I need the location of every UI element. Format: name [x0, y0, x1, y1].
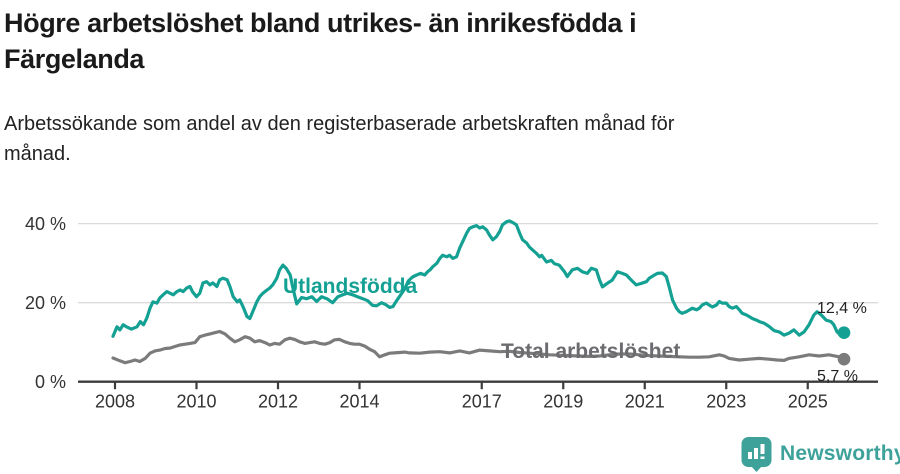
line-chart: 0 % 20 % 40 % 2008 2010 2012 2014 2017 2019 2021 2… — [25, 214, 878, 412]
page-title: Högre arbetslöshet bland utrikes- än inr… — [4, 5, 744, 77]
x-tick-label: 2010 — [176, 392, 216, 412]
x-tick-label: 2017 — [462, 392, 502, 412]
subtitle-line-1: Arbetssökande som andel av den registerb… — [4, 113, 675, 135]
logo-text: Newsworthy — [780, 442, 900, 465]
x-tick-label: 2021 — [625, 392, 665, 412]
series-end-dot — [837, 326, 851, 340]
newsworthy-logo: Newsworthy — [741, 436, 900, 472]
end-value-label-total: 5,7 % — [817, 368, 858, 385]
title-line-1: Högre arbetslöshet bland utrikes- än inr… — [4, 8, 637, 38]
bar-chart-speech-bubble-icon — [741, 437, 772, 472]
title-line-2: Färgelanda — [4, 44, 145, 74]
x-tick-label: 2008 — [95, 392, 135, 412]
end-value-label-utlandsfodda: 12,4 % — [817, 300, 867, 317]
x-tick-label: 2014 — [339, 392, 379, 412]
subtitle-line-2: månad. — [4, 143, 71, 165]
x-tick-label: 2025 — [788, 392, 828, 412]
series-label-total-arbetsloshet: Total arbetslöshet — [501, 340, 681, 363]
series-end-dot — [837, 352, 851, 366]
x-tick-label: 2012 — [258, 392, 298, 412]
chart-subtitle: Arbetssökande som andel av den registerb… — [4, 109, 844, 169]
x-tick-label: 2023 — [706, 392, 746, 412]
y-tick-label: 0 % — [35, 372, 66, 392]
y-tick-label: 40 % — [25, 214, 66, 234]
series-label-utlandsfodda: Utlandsfödda — [283, 275, 418, 298]
series-line — [111, 329, 846, 365]
y-tick-label: 20 % — [25, 293, 66, 313]
series-line — [111, 219, 846, 338]
x-tick-label: 2019 — [543, 392, 583, 412]
